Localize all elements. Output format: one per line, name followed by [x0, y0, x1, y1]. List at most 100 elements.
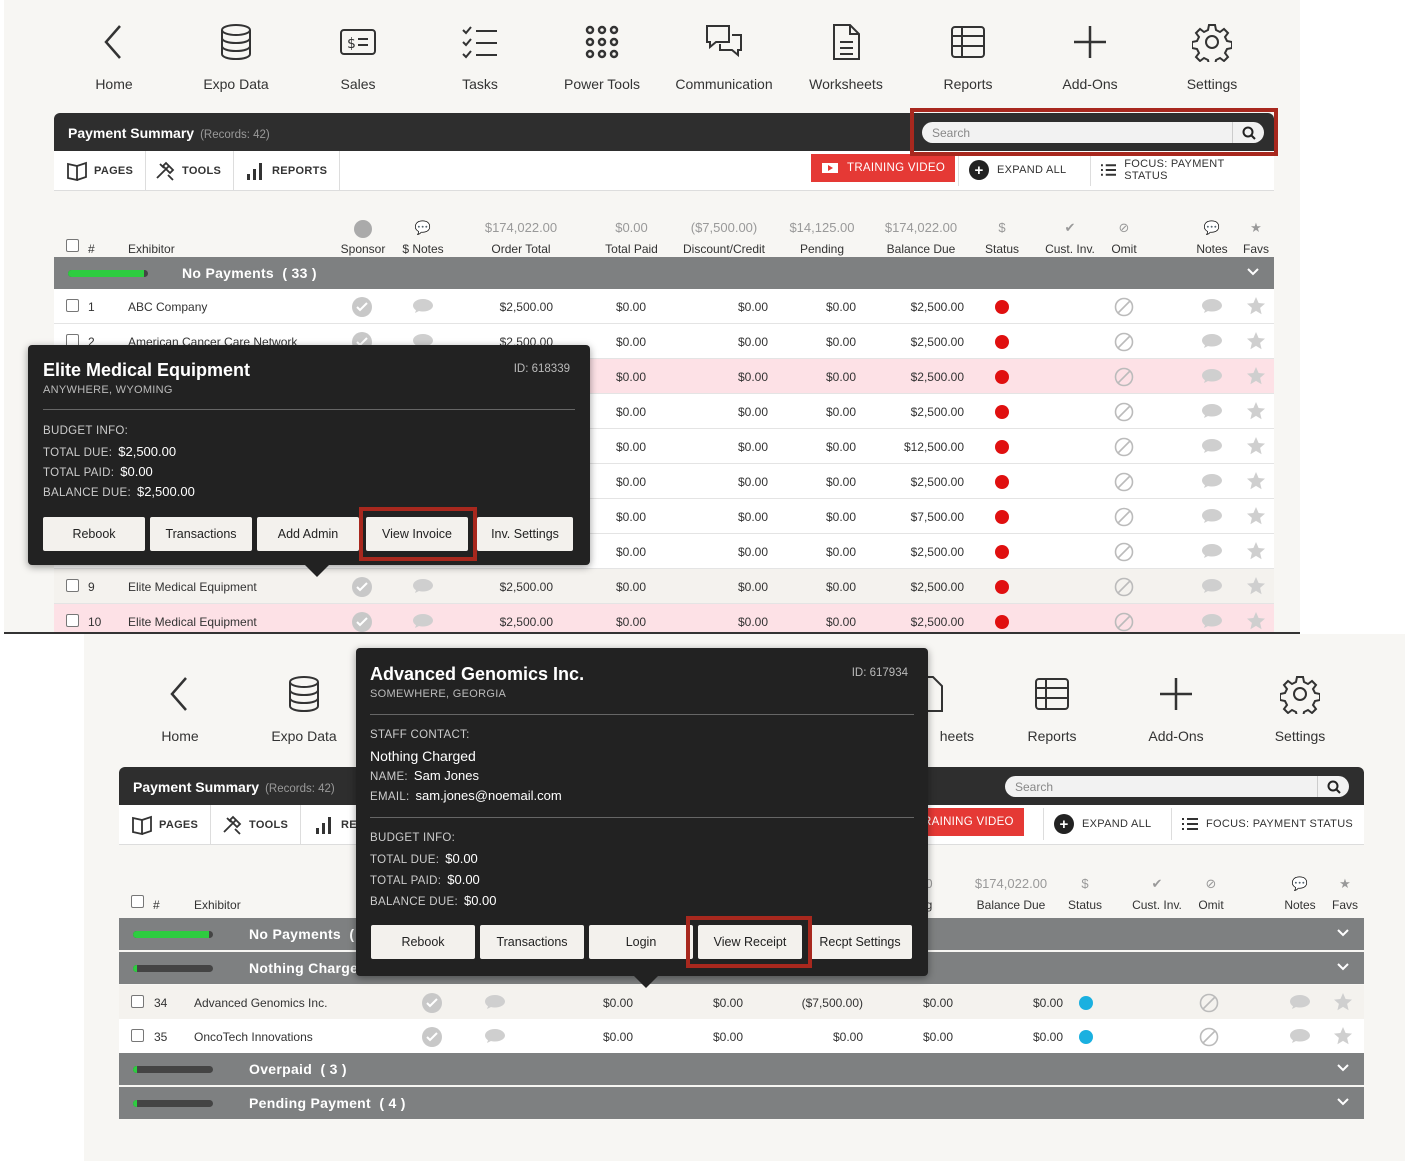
fav-star-icon[interactable]	[1246, 506, 1266, 526]
notes-icon[interactable]	[1201, 543, 1223, 559]
fav-star-icon[interactable]	[1246, 296, 1266, 316]
sponsor-check-icon[interactable]	[352, 577, 372, 597]
money-notes-icon[interactable]	[412, 333, 434, 349]
omit-icon[interactable]	[1114, 367, 1134, 387]
search-icon[interactable]	[1232, 122, 1264, 143]
exhibitor-name[interactable]: Elite Medical Equipment	[128, 615, 257, 629]
notes-icon[interactable]	[1201, 298, 1223, 314]
login-button[interactable]: Login	[589, 925, 693, 959]
nav-home[interactable]: Home	[120, 674, 240, 744]
sponsor-check-icon[interactable]	[352, 297, 372, 317]
tools-button[interactable]: TOOLS	[209, 805, 302, 844]
exhibitor-name[interactable]: ABC Company	[128, 300, 208, 314]
select-all-checkbox[interactable]	[131, 895, 144, 908]
col-balance-due[interactable]: $174,022.00 Balance Due	[884, 220, 958, 256]
group-header[interactable]: Pending Payment ( 4 )	[119, 1087, 1364, 1119]
notes-icon[interactable]	[1201, 368, 1223, 384]
col-exhibitor[interactable]: Exhibitor	[194, 898, 241, 912]
row-checkbox[interactable]	[66, 579, 79, 592]
omit-icon[interactable]	[1114, 612, 1134, 632]
col-favs[interactable]: ★ Favs	[1331, 876, 1358, 912]
row-checkbox[interactable]	[131, 995, 144, 1008]
focus-payment-status-button[interactable]: FOCUS: PAYMENT STATUS	[1090, 154, 1274, 186]
add-admin-button[interactable]: Add Admin	[257, 517, 359, 551]
nav-add-ons[interactable]: Add-Ons	[1030, 22, 1150, 92]
money-notes-icon[interactable]	[484, 1028, 506, 1044]
table-row[interactable]: 35 OncoTech Innovations $0.00 $0.00 $0.00 $0.…	[119, 1019, 1364, 1054]
rebook-button[interactable]: Rebook	[43, 517, 145, 551]
nav-add-ons[interactable]: Add-Ons	[1116, 674, 1236, 744]
nav-home[interactable]: Home	[54, 22, 174, 92]
sponsor-check-icon[interactable]	[352, 612, 372, 632]
col-order-total[interactable]: $174,022.00 Order Total	[484, 220, 558, 256]
col-pending[interactable]: $14,125.00 Pending	[789, 220, 855, 256]
row-checkbox[interactable]	[131, 1029, 144, 1042]
transactions-button[interactable]: Transactions	[150, 517, 252, 551]
omit-icon[interactable]	[1114, 507, 1134, 527]
nav-communication[interactable]: Communication	[664, 22, 784, 92]
nav-reports[interactable]: Reports	[908, 22, 1028, 92]
notes-icon[interactable]	[1289, 994, 1311, 1010]
notes-icon[interactable]	[1201, 333, 1223, 349]
search-input[interactable]: Search	[922, 122, 1264, 143]
fav-star-icon[interactable]	[1246, 471, 1266, 491]
notes-icon[interactable]	[1201, 508, 1223, 524]
col-favs[interactable]: ★ Favs	[1242, 220, 1269, 256]
omit-icon[interactable]	[1114, 577, 1134, 597]
notes-icon[interactable]	[1201, 403, 1223, 419]
fav-star-icon[interactable]	[1246, 576, 1266, 596]
exhibitor-name[interactable]: OncoTech Innovations	[194, 1030, 313, 1044]
col-discount-credit[interactable]: ($7,500.00) Discount/Credit	[682, 220, 766, 256]
notes-icon[interactable]	[1201, 613, 1223, 629]
view-receipt-button[interactable]: View Receipt	[698, 925, 802, 959]
reports-button[interactable]: REPORTS	[232, 151, 341, 190]
row-checkbox[interactable]	[66, 614, 79, 627]
fav-star-icon[interactable]	[1333, 1026, 1353, 1046]
nav-settings[interactable]: Settings	[1240, 674, 1360, 744]
omit-icon[interactable]	[1114, 332, 1134, 352]
sponsor-check-icon[interactable]	[422, 1027, 442, 1047]
table-row[interactable]: 1 ABC Company $2,500.00 $0.00 $0.00 $0.00 $2,5…	[54, 289, 1274, 324]
nav-expo-data[interactable]: Expo Data	[176, 22, 296, 92]
col-balance-due[interactable]: $174,022.00 Balance Due	[974, 876, 1048, 912]
nav-settings[interactable]: Settings	[1152, 22, 1272, 92]
table-row[interactable]: 34 Advanced Genomics Inc. $0.00 $0.00 ($7,50…	[119, 985, 1364, 1020]
fav-star-icon[interactable]	[1246, 366, 1266, 386]
money-notes-icon[interactable]	[412, 613, 434, 629]
omit-icon[interactable]	[1114, 437, 1134, 457]
col-exhibitor[interactable]: Exhibitor	[128, 242, 175, 256]
col-total-paid[interactable]: $0.00 Total Paid	[605, 220, 658, 256]
nav-power-tools[interactable]: Power Tools	[542, 22, 662, 92]
tools-button[interactable]: TOOLS	[142, 151, 235, 190]
row-checkbox[interactable]	[66, 299, 79, 312]
col-omit[interactable]: ⊘ Omit	[1111, 220, 1137, 256]
view-invoice-button[interactable]: View Invoice	[366, 517, 468, 551]
sponsor-check-icon[interactable]	[422, 993, 442, 1013]
col-notes[interactable]: 💬 Notes	[1284, 876, 1316, 912]
group-no-payments[interactable]: No Payments ( 33 )	[54, 257, 1274, 289]
chevron-down-icon[interactable]	[1336, 960, 1350, 974]
col-notes[interactable]: 💬 Notes	[1196, 220, 1228, 256]
focus-payment-status-button[interactable]: FOCUS: PAYMENT STATUS	[1171, 808, 1363, 840]
exhibitor-name[interactable]: Elite Medical Equipment	[128, 580, 257, 594]
pages-button[interactable]: PAGES	[54, 151, 147, 190]
fav-star-icon[interactable]	[1246, 331, 1266, 351]
chevron-down-icon[interactable]	[1336, 926, 1350, 940]
omit-icon[interactable]	[1199, 1027, 1219, 1047]
fav-star-icon[interactable]	[1246, 401, 1266, 421]
table-row[interactable]: 10 Elite Medical Equipment $2,500.00 $0.00 $…	[54, 604, 1274, 634]
reports-button[interactable]: RE	[301, 805, 369, 844]
rebook-button[interactable]: Rebook	[371, 925, 475, 959]
table-row[interactable]: 9 Elite Medical Equipment $2,500.00 $0.00 $0…	[54, 569, 1274, 604]
omit-icon[interactable]	[1199, 993, 1219, 1013]
col-omit[interactable]: ⊘ Omit	[1198, 876, 1224, 912]
group-header[interactable]: Overpaid ( 3 )	[119, 1053, 1364, 1085]
omit-icon[interactable]	[1114, 297, 1134, 317]
training-video-button[interactable]: TRAINING VIDEO	[811, 154, 956, 182]
nav-worksheets[interactable]: Worksheets	[786, 22, 906, 92]
nav-expo-data[interactable]: Expo Data	[244, 674, 364, 744]
omit-icon[interactable]	[1114, 472, 1134, 492]
nav-sales[interactable]: $ Sales	[298, 22, 418, 92]
nav-reports[interactable]: Reports	[992, 674, 1112, 744]
